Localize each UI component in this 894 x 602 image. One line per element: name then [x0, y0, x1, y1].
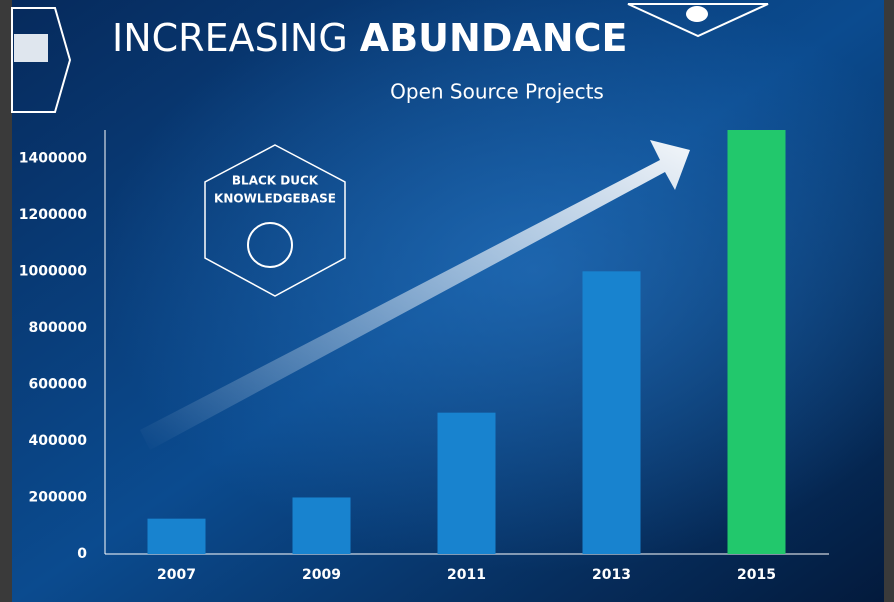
chart: INCREASING ABUNDANCE Open Source Projects… [0, 0, 894, 602]
x-tick-label: 2015 [737, 567, 776, 583]
title-bold: ABUNDANCE [360, 16, 628, 60]
y-tick-label: 1000000 [19, 263, 87, 279]
y-tick-label: 1400000 [19, 150, 87, 166]
twitter-icon [686, 6, 708, 22]
y-tick-label: 0 [77, 546, 87, 562]
bar [438, 413, 496, 554]
bar [148, 519, 206, 554]
x-tick-label: 2009 [302, 567, 341, 583]
bar [293, 497, 351, 554]
chart-subtitle: Open Source Projects [390, 80, 604, 104]
badge-line: BLACK DUCK [232, 174, 319, 188]
bar [583, 271, 641, 554]
chart-title: INCREASING ABUNDANCE [112, 16, 627, 60]
y-tick-label: 800000 [29, 320, 88, 336]
logo-icon [14, 34, 48, 62]
y-tick-label: 400000 [29, 433, 88, 449]
y-tick-label: 600000 [29, 376, 88, 392]
x-tick-label: 2011 [447, 567, 486, 583]
y-tick-label: 200000 [29, 489, 88, 505]
title-light: INCREASING [112, 16, 348, 60]
x-tick-label: 2007 [157, 567, 196, 583]
page: INCREASING ABUNDANCE Open Source Projects… [0, 0, 894, 602]
y-tick-label: 1200000 [19, 207, 87, 223]
badge-line: KNOWLEDGEBASE [214, 192, 336, 206]
bar [728, 130, 786, 554]
x-tick-label: 2013 [592, 567, 631, 583]
